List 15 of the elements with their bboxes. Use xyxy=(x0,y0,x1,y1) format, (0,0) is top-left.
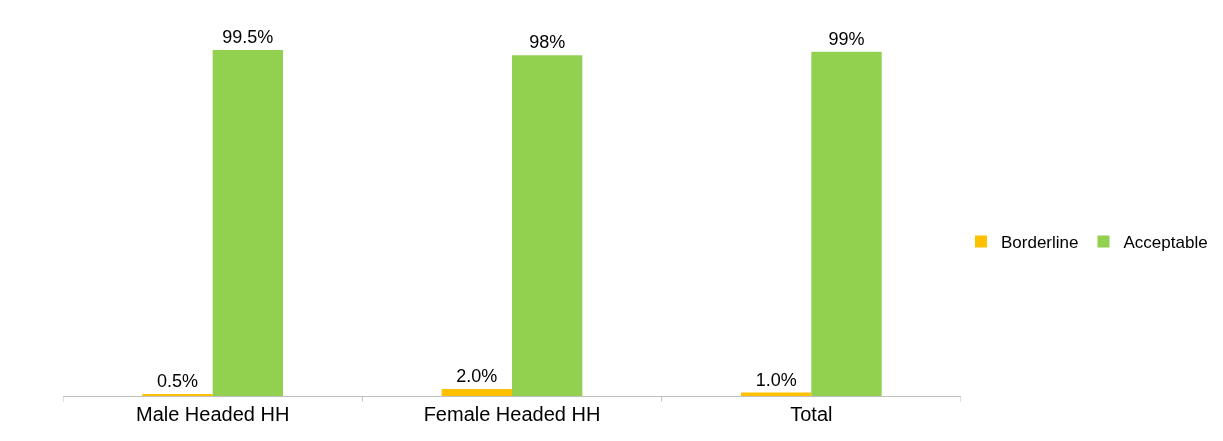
data-label: 99.5% xyxy=(222,27,274,48)
data-label: 98% xyxy=(529,32,566,53)
data-label: 2.0% xyxy=(456,366,498,387)
bar xyxy=(512,55,583,396)
x-tick-label: Female Headed HH xyxy=(423,403,601,425)
bar xyxy=(811,51,882,396)
legend-label: Acceptable xyxy=(1123,233,1208,253)
legend-label: Borderline xyxy=(1001,233,1079,253)
bar xyxy=(441,389,512,396)
bar xyxy=(212,50,284,396)
x-tick-label: Male Headed HH xyxy=(135,403,290,425)
x-tick-label: Total xyxy=(790,403,833,425)
data-label: 0.5% xyxy=(156,371,199,391)
data-label: 99% xyxy=(828,28,865,49)
data-label: 1.0% xyxy=(755,369,797,390)
